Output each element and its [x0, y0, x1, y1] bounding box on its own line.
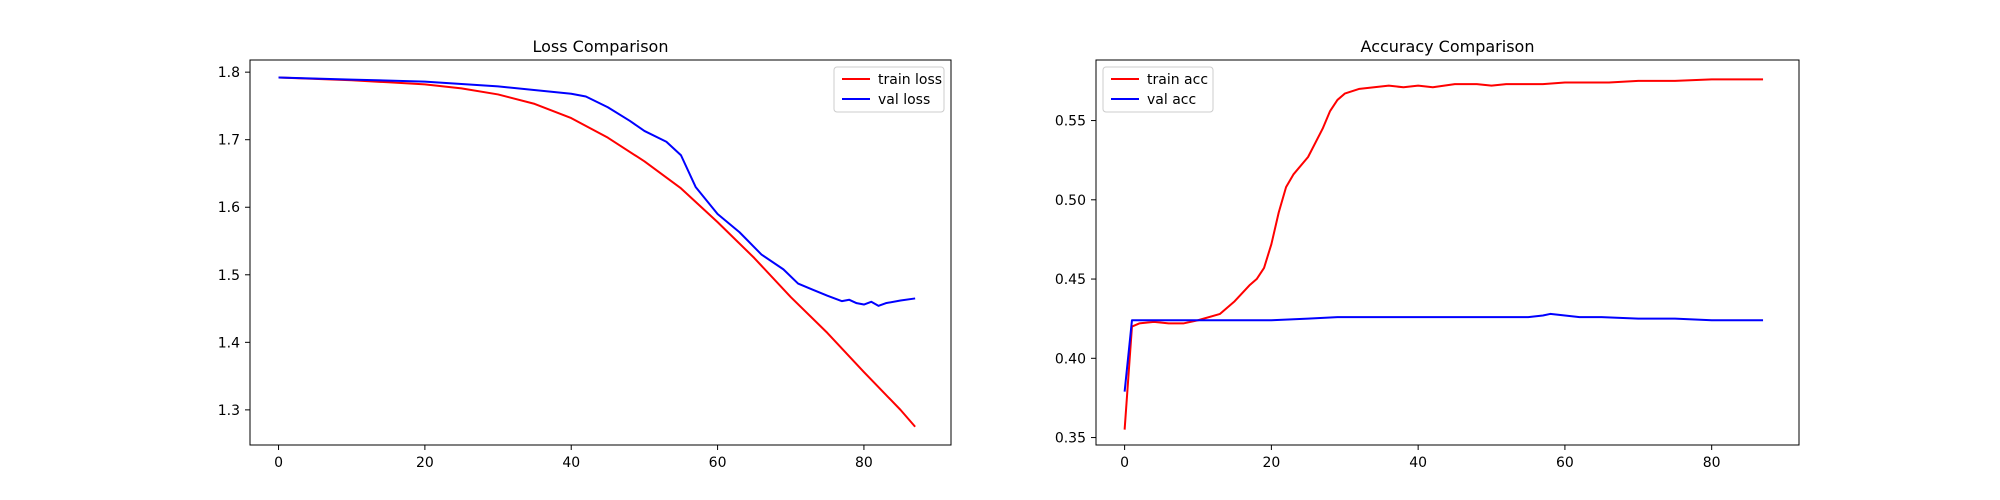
accuracy-y-tick-label: 0.35 [1055, 431, 1086, 447]
loss-legend-label-train: train loss [878, 72, 942, 88]
loss-y-tick-label: 1.8 [218, 65, 240, 81]
loss-x-tick-label: 60 [709, 455, 727, 471]
loss-x-axis: 0 20 40 60 80 [274, 445, 873, 471]
accuracy-y-tick-label: 0.50 [1055, 193, 1086, 209]
accuracy-x-tick-label: 60 [1556, 455, 1574, 471]
accuracy-y-tick-label: 0.55 [1055, 114, 1086, 130]
accuracy-x-tick-label: 0 [1120, 455, 1129, 471]
accuracy-legend-label-val: val acc [1147, 92, 1196, 108]
accuracy-series-group [1123, 78, 1764, 430]
accuracy-series-line-val-acc [1123, 312, 1764, 392]
loss-legend: train loss val loss [833, 66, 945, 113]
loss-y-tick-label: 1.7 [218, 133, 240, 149]
loss-x-tick-label: 20 [416, 455, 434, 471]
accuracy-series-line-train-acc [1123, 78, 1764, 430]
loss-plot-frame [249, 59, 952, 446]
accuracy-plot-frame [1095, 59, 1800, 446]
loss-y-tick-label: 1.4 [218, 335, 240, 351]
accuracy-x-tick-label: 80 [1703, 455, 1721, 471]
accuracy-x-axis: 0 20 40 60 80 [1120, 445, 1721, 471]
accuracy-y-axis: 0.35 0.40 0.45 0.50 0.55 [1055, 114, 1096, 447]
loss-legend-label-val: val loss [878, 92, 930, 108]
accuracy-legend: train acc val acc [1102, 66, 1214, 113]
loss-x-tick-label: 0 [274, 455, 283, 471]
loss-series-line-train-loss [278, 76, 916, 428]
loss-series-line-val-loss [278, 76, 916, 307]
loss-x-tick-label: 80 [855, 455, 873, 471]
accuracy-y-tick-label: 0.45 [1055, 272, 1086, 288]
loss-x-tick-label: 40 [562, 455, 580, 471]
loss-y-axis: 1.3 1.4 1.5 1.6 1.7 1.8 [218, 65, 250, 419]
loss-y-tick-label: 1.3 [218, 403, 240, 419]
accuracy-x-tick-label: 20 [1262, 455, 1280, 471]
accuracy-chart: Accuracy Comparison 0 20 40 60 80 0.35 0… [1055, 37, 1800, 471]
loss-chart-title: Loss Comparison [533, 37, 669, 56]
loss-series-group [278, 76, 916, 428]
loss-y-tick-label: 1.5 [218, 268, 240, 284]
accuracy-y-tick-label: 0.40 [1055, 351, 1086, 367]
loss-y-tick-label: 1.6 [218, 200, 240, 216]
accuracy-chart-title: Accuracy Comparison [1361, 37, 1535, 56]
loss-chart: Loss Comparison 0 20 40 60 80 1.3 1.4 1.… [218, 37, 952, 471]
accuracy-x-tick-label: 40 [1409, 455, 1427, 471]
accuracy-legend-label-train: train acc [1147, 72, 1208, 88]
